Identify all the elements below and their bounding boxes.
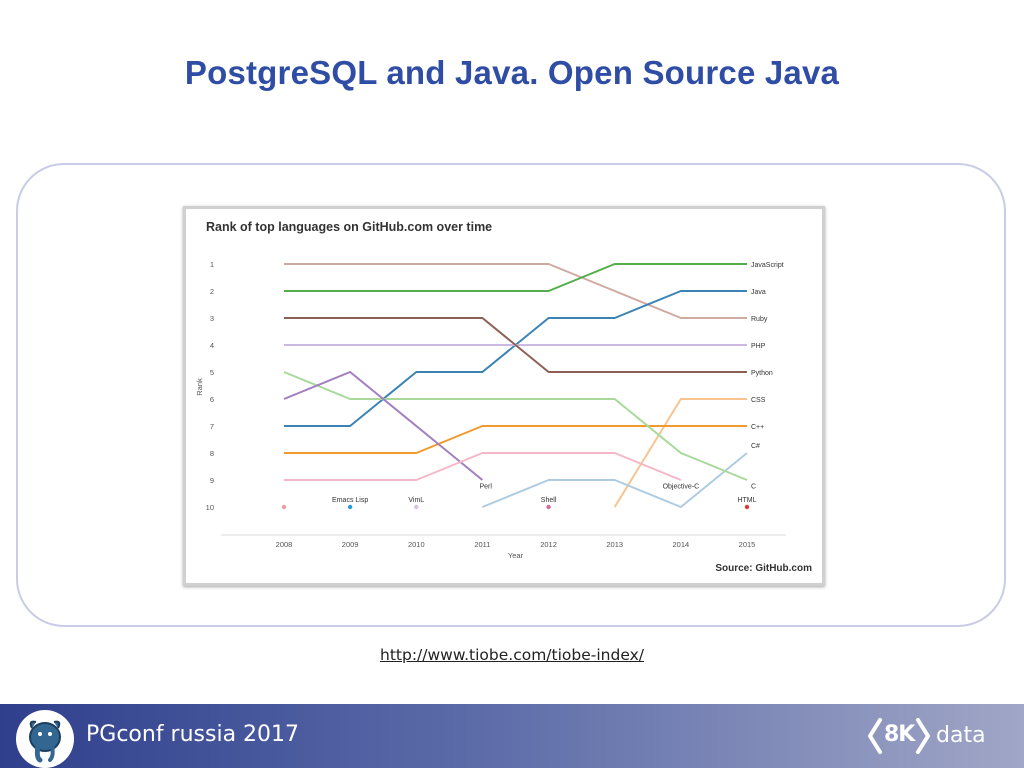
series-label-html: HTML bbox=[737, 497, 756, 504]
chart-title: Rank of top languages on GitHub.com over… bbox=[206, 220, 492, 234]
y-tick-label: 4 bbox=[210, 341, 214, 350]
brand-logo: 8K data bbox=[866, 716, 996, 756]
series-label-python: Python bbox=[751, 370, 773, 377]
brand-word: data bbox=[936, 723, 986, 748]
x-tick-label: 2015 bbox=[739, 540, 756, 549]
series-label-c-: C++ bbox=[751, 424, 764, 431]
series-label-emacs-lisp: Emacs Lisp bbox=[332, 497, 368, 504]
label-layer: JavaScript Java Ruby PHP Python CSS C++ C# C Perl… bbox=[332, 262, 784, 504]
y-tick-label: 1 bbox=[210, 260, 214, 269]
series-point-emacs-lisp bbox=[347, 504, 353, 510]
y-tick-label: 7 bbox=[210, 422, 214, 431]
x-tick-label: 2009 bbox=[342, 540, 359, 549]
x-tick-label: 2013 bbox=[606, 540, 623, 549]
series-line-objective-c bbox=[284, 452, 682, 481]
slide-title: PostgreSQL and Java. Open Source Java bbox=[184, 54, 840, 91]
series-point-html bbox=[744, 504, 750, 510]
y-tick-label: 6 bbox=[210, 395, 214, 404]
series-line-javascript bbox=[284, 263, 747, 319]
y-tick-label: 5 bbox=[210, 368, 214, 377]
y-axis-label: Rank bbox=[195, 378, 204, 396]
footer-conference-label: PGconf russia 2017 bbox=[86, 722, 300, 747]
series-point-viml bbox=[414, 504, 419, 510]
series-label-objective-c: Objective-C bbox=[663, 483, 700, 490]
series-label-css: CSS bbox=[751, 397, 766, 404]
series-line-css bbox=[613, 398, 747, 508]
series-label-shell: Shell bbox=[541, 497, 557, 504]
series-label-perl: Perl bbox=[480, 483, 493, 490]
series-label-viml: VimL bbox=[408, 497, 424, 504]
x-tick-label: 2012 bbox=[540, 540, 557, 549]
series-label-php: PHP bbox=[751, 343, 766, 350]
series-label-ruby: Ruby bbox=[751, 316, 768, 323]
rank-line-chart: Rank of top languages on GitHub.com over… bbox=[195, 220, 812, 574]
series-point-shell bbox=[546, 504, 551, 510]
chart-source: Source: GitHub.com bbox=[715, 563, 812, 574]
source-link[interactable]: http://www.tiobe.com/tiobe-index/ bbox=[380, 646, 644, 664]
series-line-c- bbox=[482, 452, 748, 508]
series-label-javascript: JavaScript bbox=[751, 262, 784, 269]
y-tick-label: 2 bbox=[210, 287, 214, 296]
series-line-c bbox=[284, 263, 747, 292]
x-tick-label: 2008 bbox=[276, 540, 293, 549]
y-tick-label: 9 bbox=[210, 476, 214, 485]
series-line-c- bbox=[284, 425, 747, 454]
x-tick-label: 2014 bbox=[673, 540, 690, 549]
series-layer bbox=[281, 263, 750, 510]
series-line-python bbox=[284, 317, 747, 373]
series-label-java: Java bbox=[751, 289, 766, 296]
x-axis-label: Year bbox=[508, 551, 524, 560]
series-label-c: C bbox=[751, 483, 756, 490]
series-label-c-: C# bbox=[751, 443, 760, 450]
y-tick-label: 8 bbox=[210, 449, 214, 458]
x-tick-label: 2011 bbox=[474, 540, 490, 549]
y-tick-label: 10 bbox=[206, 503, 214, 512]
series-line-unlabeled bbox=[283, 371, 748, 481]
postgresql-elephant-icon bbox=[16, 710, 74, 768]
brand-number: 8K bbox=[884, 722, 915, 747]
y-tick-label: 3 bbox=[210, 314, 214, 323]
series-point-unlabeled bbox=[281, 504, 287, 510]
series-line-perl bbox=[283, 371, 484, 481]
chart-image: Rank of top languages on GitHub.com over… bbox=[183, 206, 825, 586]
footer-bar: PGconf russia 2017 8K data bbox=[0, 704, 1024, 768]
axis-layer: 1 2 3 4 5 6 7 8 9 10 2008 2009 2010 2011 2012 2013 2014 2… bbox=[195, 260, 786, 560]
brand-bracket-icon bbox=[868, 718, 930, 754]
x-tick-label: 2010 bbox=[408, 540, 425, 549]
